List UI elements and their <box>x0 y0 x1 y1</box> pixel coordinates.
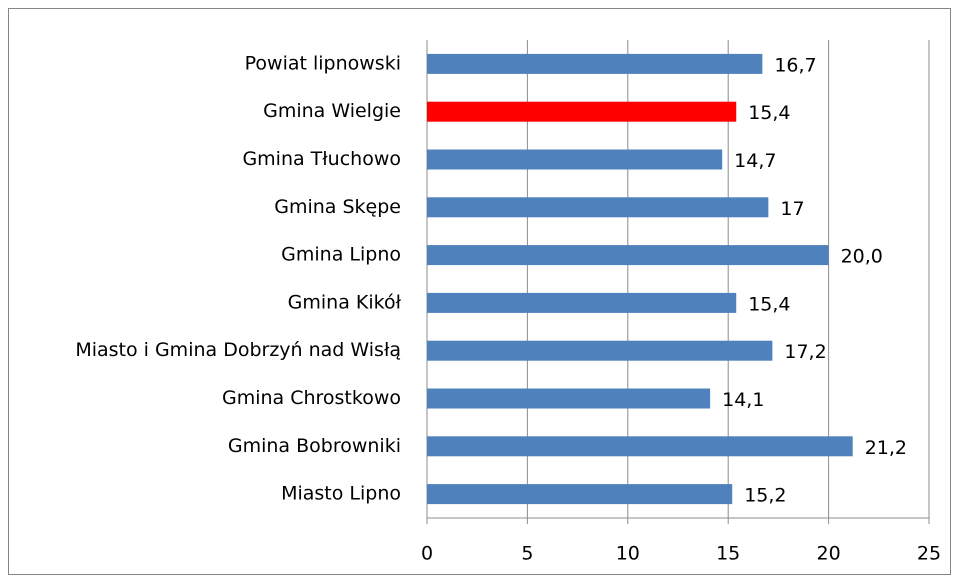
data-label: 20,0 <box>841 246 883 268</box>
x-tick-label: 25 <box>917 543 941 565</box>
y-tick-label: Gmina Wielgie <box>263 100 401 122</box>
x-tick-label: 5 <box>521 543 533 565</box>
data-label: 14,1 <box>722 389 764 411</box>
y-tick-label: Miasto i Gmina Dobrzyń nad Wisłą <box>75 339 401 361</box>
bar <box>427 53 763 74</box>
data-label: 16,7 <box>774 54 816 76</box>
y-tick-label: Gmina Skępe <box>274 196 401 218</box>
x-tick-label: 0 <box>421 543 433 565</box>
data-label: 17 <box>780 198 804 220</box>
data-label: 17,2 <box>784 341 826 363</box>
x-tick-label: 20 <box>817 543 841 565</box>
bar <box>427 340 773 361</box>
y-tick-label: Gmina Kikół <box>288 291 402 313</box>
bar <box>427 149 723 170</box>
y-tick-label: Gmina Chrostkowo <box>222 387 401 409</box>
y-tick-label: Miasto Lipno <box>281 483 401 505</box>
bar <box>427 101 737 122</box>
bar <box>427 245 829 266</box>
bar <box>427 197 769 218</box>
data-label: 15,4 <box>748 102 790 124</box>
x-tick-label: 10 <box>616 543 640 565</box>
bar <box>427 292 737 313</box>
x-tick-label: 15 <box>716 543 740 565</box>
y-tick-label: Gmina Tłuchowo <box>242 148 401 170</box>
data-label: 15,2 <box>744 485 786 507</box>
data-label: 15,4 <box>748 293 790 315</box>
y-tick-label: Gmina Lipno <box>281 244 401 266</box>
bar <box>427 436 853 457</box>
y-tick-label: Powiat lipnowski <box>245 52 401 74</box>
y-tick-label: Gmina Bobrowniki <box>228 435 401 457</box>
data-label: 21,2 <box>865 437 907 459</box>
bar <box>427 388 711 409</box>
bar <box>427 484 733 505</box>
data-label: 14,7 <box>734 150 776 172</box>
